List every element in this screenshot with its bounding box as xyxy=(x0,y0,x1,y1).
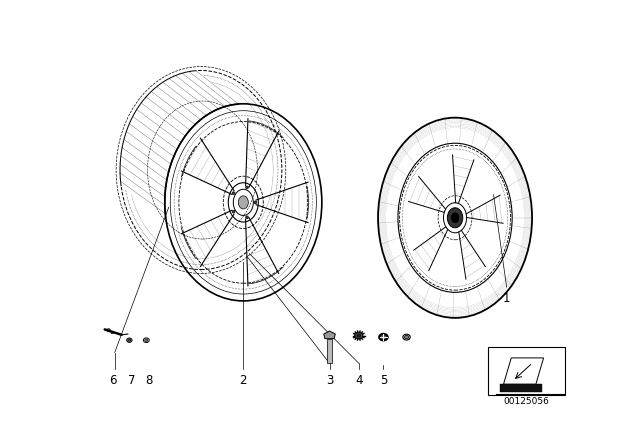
Ellipse shape xyxy=(232,192,235,194)
Text: 4: 4 xyxy=(355,374,362,387)
Ellipse shape xyxy=(379,334,388,340)
Ellipse shape xyxy=(246,216,248,219)
Ellipse shape xyxy=(145,339,148,341)
Ellipse shape xyxy=(355,332,363,339)
Text: 5: 5 xyxy=(380,374,387,387)
Ellipse shape xyxy=(128,339,131,341)
Ellipse shape xyxy=(254,201,257,204)
Bar xyxy=(327,339,332,363)
Ellipse shape xyxy=(254,202,256,203)
Ellipse shape xyxy=(246,186,248,188)
Ellipse shape xyxy=(451,213,459,223)
Text: 6: 6 xyxy=(109,374,116,387)
Text: 8: 8 xyxy=(145,374,152,387)
Ellipse shape xyxy=(127,338,132,342)
Ellipse shape xyxy=(246,186,248,189)
Ellipse shape xyxy=(232,210,235,213)
Ellipse shape xyxy=(238,196,248,209)
Ellipse shape xyxy=(447,208,463,228)
Ellipse shape xyxy=(233,192,234,194)
Polygon shape xyxy=(324,331,335,339)
Text: 7: 7 xyxy=(128,374,136,387)
Bar xyxy=(500,384,542,392)
Polygon shape xyxy=(504,358,543,384)
Ellipse shape xyxy=(246,216,248,218)
Ellipse shape xyxy=(380,335,387,340)
Polygon shape xyxy=(120,71,238,218)
Text: 2: 2 xyxy=(239,374,247,387)
Ellipse shape xyxy=(357,334,361,337)
Bar xyxy=(488,347,565,395)
Text: 1: 1 xyxy=(503,293,510,306)
Text: 3: 3 xyxy=(326,374,333,387)
Ellipse shape xyxy=(404,335,409,339)
Text: 00125056: 00125056 xyxy=(504,397,550,406)
Ellipse shape xyxy=(233,211,234,212)
